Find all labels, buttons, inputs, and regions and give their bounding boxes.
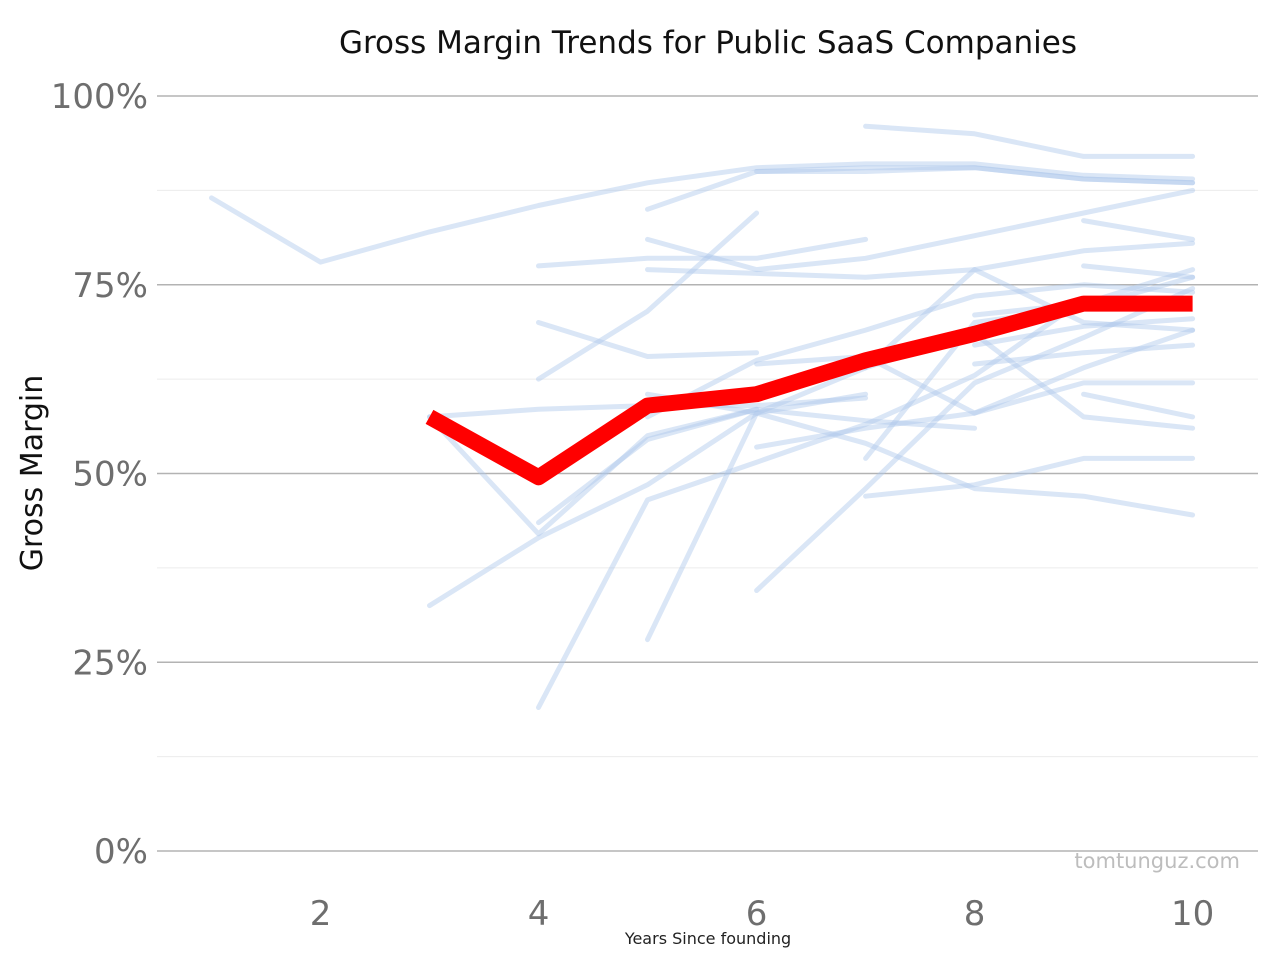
x-tick-label: 8 bbox=[964, 894, 986, 934]
company-line bbox=[863, 455, 1196, 499]
y-tick-label: 100% bbox=[51, 77, 148, 117]
company-line bbox=[645, 267, 1196, 643]
y-axis-label: Gross Margin bbox=[15, 375, 50, 572]
x-tick-label: 6 bbox=[746, 894, 768, 934]
y-axis-ticks: 0% 25% 50% 75% 100% bbox=[51, 77, 148, 872]
company-line bbox=[754, 380, 1196, 450]
company-line bbox=[427, 406, 760, 537]
watermark: tomtunguz.com bbox=[1074, 849, 1240, 873]
y-tick-label: 50% bbox=[72, 455, 148, 495]
company-line bbox=[536, 297, 1087, 710]
company-line bbox=[1081, 218, 1196, 242]
company-line bbox=[209, 161, 1196, 265]
company-line bbox=[536, 320, 760, 359]
company-line bbox=[754, 286, 1196, 593]
x-tick-label: 10 bbox=[1171, 894, 1214, 934]
company-line bbox=[1081, 391, 1196, 420]
y-tick-label: 75% bbox=[72, 266, 148, 306]
company-line bbox=[972, 342, 1196, 367]
company-line bbox=[536, 210, 760, 382]
x-tick-label: 2 bbox=[310, 894, 332, 934]
highlight-line-group bbox=[425, 295, 1193, 486]
y-tick-label: 0% bbox=[94, 832, 148, 872]
company-line bbox=[427, 391, 869, 609]
company-line bbox=[972, 316, 1196, 348]
company-line bbox=[645, 240, 1196, 280]
company-line bbox=[754, 165, 1196, 186]
x-axis-ticks: 2 4 6 8 10 bbox=[310, 894, 1215, 934]
x-tick-label: 4 bbox=[528, 894, 550, 934]
company-line bbox=[645, 282, 1196, 420]
y-tick-label: 25% bbox=[72, 643, 148, 683]
company-line bbox=[1081, 263, 1196, 280]
company-line bbox=[863, 123, 1196, 159]
company-line bbox=[645, 187, 1196, 273]
company-line bbox=[536, 236, 869, 269]
x-axis-label: Years Since founding bbox=[624, 929, 791, 948]
company-line bbox=[536, 406, 978, 526]
company-lines bbox=[209, 123, 1196, 710]
gridlines bbox=[157, 95, 1258, 852]
company-line bbox=[645, 391, 1196, 518]
company-line bbox=[645, 165, 1196, 212]
chart-title: Gross Margin Trends for Public SaaS Comp… bbox=[339, 25, 1077, 61]
company-line bbox=[754, 327, 1196, 416]
median-line bbox=[425, 295, 1193, 486]
